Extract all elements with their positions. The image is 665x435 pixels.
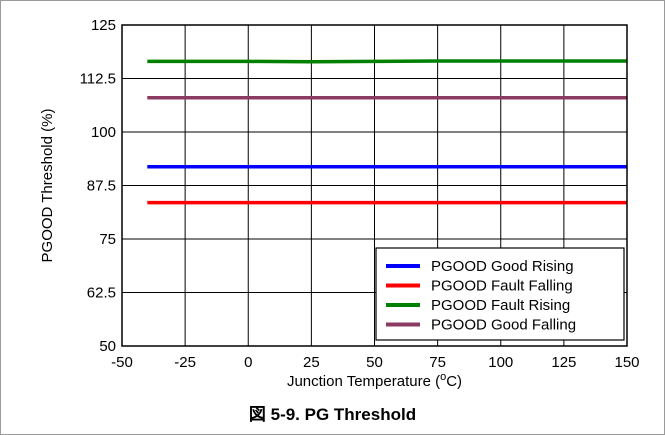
y-tick-label: 125 <box>91 17 116 34</box>
legend-label: PGOOD Fault Rising <box>431 297 570 314</box>
y-tick-label: 100 <box>91 124 116 141</box>
x-tick-label: -50 <box>111 354 133 371</box>
x-tick-label: -25 <box>174 354 196 371</box>
y-tick-label: 87.5 <box>87 178 116 195</box>
x-tick-label: 0 <box>244 354 252 371</box>
pg-threshold-chart: -50 -25 0 25 50 75 100 125 150 50 62.5 75 87.5 100 11… <box>39 17 640 390</box>
y-tick-label: 62.5 <box>87 285 116 302</box>
x-tick-label: 125 <box>551 354 576 371</box>
series-lines <box>147 59 627 205</box>
x-tick-label: 100 <box>488 354 513 371</box>
legend: PGOOD Good Rising PGOOD Fault Falling PGOO… <box>375 247 625 341</box>
legend-label: PGOOD Fault Falling <box>431 278 573 295</box>
x-tick-label: 50 <box>366 354 383 371</box>
series-line <box>147 59 627 64</box>
legend-label: PGOOD Good Rising <box>431 258 574 275</box>
x-axis-title: Junction Temperature (oC) <box>287 371 462 390</box>
y-tick-label: 75 <box>99 231 116 248</box>
x-tick-label: 150 <box>614 354 639 371</box>
x-tick-label: 25 <box>303 354 320 371</box>
y-tick-label: 112.5 <box>80 71 116 88</box>
figure-caption: 図 5-9. PG Threshold <box>248 405 417 424</box>
x-tick-labels: -50 -25 0 25 50 75 100 125 150 <box>111 354 639 371</box>
plot-border <box>121 24 628 347</box>
x-tick-label: 75 <box>429 354 446 371</box>
legend-label: PGOOD Good Falling <box>431 317 576 334</box>
y-tick-labels: 50 62.5 75 87.5 100 112.5 125 <box>80 17 116 355</box>
y-tick-label: 50 <box>99 338 116 355</box>
y-axis-title: PGOOD Threshold (%) <box>39 109 56 263</box>
